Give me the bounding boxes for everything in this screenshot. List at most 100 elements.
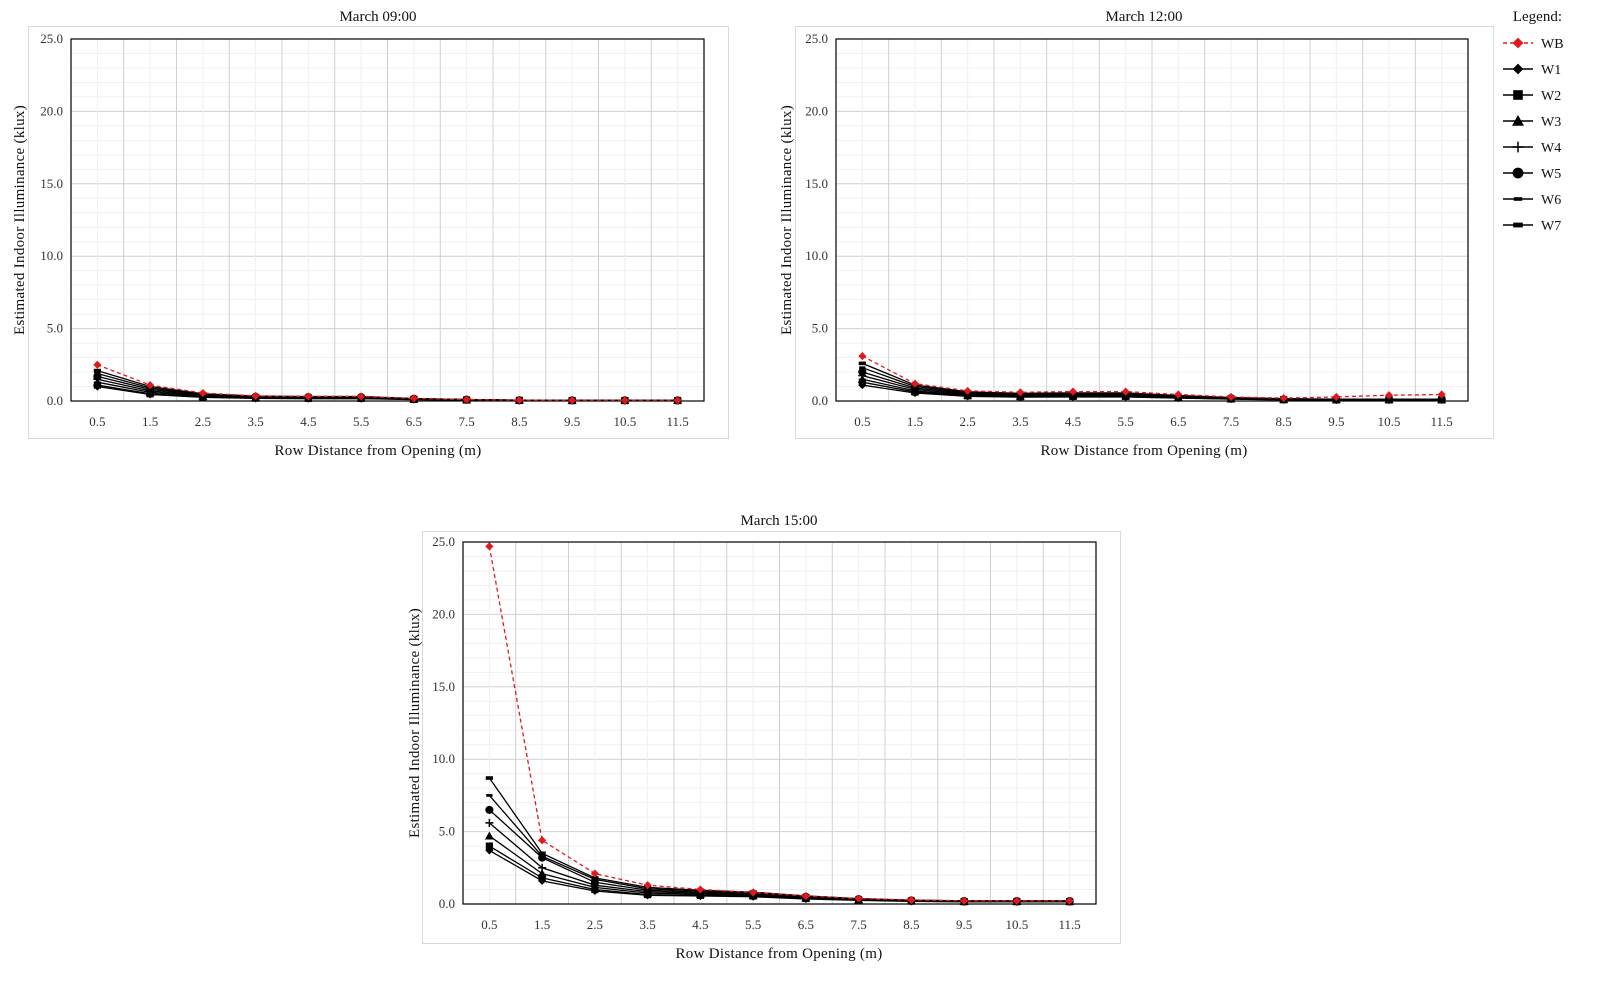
data-point	[854, 894, 863, 903]
x-tick-label: 3.5	[1012, 414, 1028, 429]
y-tick-label: 5.0	[812, 321, 828, 336]
y-tick-label: 25.0	[432, 534, 455, 549]
y-tick-label: 15.0	[432, 679, 455, 694]
data-point	[749, 888, 758, 897]
legend-label: W7	[1541, 219, 1561, 234]
data-point	[1065, 896, 1074, 905]
data-point	[1513, 197, 1523, 201]
legend-item-w4: W4	[1503, 141, 1561, 156]
data-point	[538, 851, 546, 856]
data-point	[251, 391, 260, 400]
data-point	[1279, 394, 1288, 403]
data-point	[1438, 397, 1446, 401]
legend-label: W2	[1541, 89, 1561, 104]
series-line	[97, 364, 678, 401]
x-tick-label: 11.5	[1431, 414, 1453, 429]
chart-title: March 09:00	[339, 9, 416, 25]
data-point	[1226, 392, 1236, 401]
x-tick-label: 7.5	[851, 917, 867, 932]
data-point	[1121, 387, 1130, 396]
chart-panel: 0.0 5.0 10.0 15.0 20.0 25.0 0.5 1.5 2.5 3.5 4.5 5.5…	[12, 9, 729, 459]
data-point	[93, 360, 102, 369]
x-tick-label: 9.5	[956, 917, 972, 932]
x-axis-title: Row Distance from Opening (m)	[676, 946, 883, 962]
y-axis-title: Estimated Indoor Illuminance (klux)	[12, 105, 28, 335]
data-point	[198, 388, 207, 398]
plot-area	[835, 38, 1469, 402]
legend-item-w6: W6	[1503, 193, 1561, 208]
x-axis-title: Row Distance from Opening (m)	[275, 443, 482, 459]
data-point	[859, 366, 866, 370]
data-point	[568, 396, 577, 405]
data-point	[620, 396, 629, 405]
legend-label: W4	[1541, 141, 1561, 156]
series-wb	[858, 352, 1446, 403]
x-tick-label: 7.5	[459, 414, 475, 429]
series-line	[862, 355, 1442, 399]
y-tick-label: 5.0	[439, 824, 455, 839]
data-point	[538, 874, 546, 882]
data-point	[960, 896, 969, 905]
y-tick-label: 0.0	[47, 393, 63, 408]
data-point	[485, 842, 493, 850]
x-tick-label: 1.5	[142, 414, 158, 429]
x-tick-label: 1.5	[534, 917, 550, 932]
data-point	[858, 361, 866, 366]
data-point	[485, 805, 494, 814]
y-tick-label: 15.0	[805, 176, 828, 191]
x-tick-label: 6.5	[1170, 414, 1186, 429]
chart-panel: 0.0 5.0 10.0 15.0 20.0 25.0 0.5 1.5 2.5 3.5 4.5 5.5…	[407, 513, 1121, 962]
chart-title: March 12:00	[1105, 9, 1182, 25]
y-tick-label: 25.0	[805, 31, 828, 46]
chart-frame	[28, 26, 729, 439]
data-point	[538, 863, 547, 872]
y-tick-label: 10.0	[432, 751, 455, 766]
data-point	[696, 885, 705, 894]
data-point	[1512, 141, 1524, 153]
data-point	[963, 386, 972, 395]
legend-title: Legend:	[1513, 9, 1562, 25]
data-point	[485, 818, 494, 827]
data-point	[643, 881, 652, 890]
x-tick-label: 7.5	[1223, 414, 1239, 429]
x-tick-label: 8.5	[511, 414, 527, 429]
data-point	[590, 869, 599, 878]
data-point	[304, 392, 313, 401]
data-point	[486, 794, 493, 797]
chart-title: March 15:00	[740, 513, 817, 529]
y-tick-label: 0.0	[812, 393, 828, 408]
data-point	[538, 854, 546, 858]
series-line	[862, 362, 1442, 400]
x-tick-label: 11.5	[1058, 917, 1080, 932]
y-tick-label: 25.0	[40, 31, 63, 46]
x-tick-label: 0.5	[481, 917, 497, 932]
plot-area	[70, 38, 705, 402]
x-tick-label: 8.5	[903, 917, 919, 932]
legend-item-w7: W7	[1503, 219, 1561, 234]
data-point	[591, 876, 599, 880]
data-point	[93, 368, 101, 373]
x-tick-label: 2.5	[960, 414, 976, 429]
x-tick-label: 6.5	[798, 917, 814, 932]
legend-label: W1	[1541, 63, 1561, 78]
legend-label: WB	[1541, 37, 1564, 52]
data-point	[1513, 222, 1523, 228]
y-tick-label: 20.0	[432, 606, 455, 621]
x-tick-label: 8.5	[1276, 414, 1292, 429]
x-tick-label: 5.5	[745, 917, 761, 932]
chart-frame	[795, 26, 1494, 439]
data-point	[1437, 390, 1446, 399]
y-tick-label: 10.0	[40, 248, 63, 263]
data-point	[1512, 115, 1524, 126]
x-tick-label: 2.5	[195, 414, 211, 429]
x-tick-label: 5.5	[353, 414, 369, 429]
y-tick-label: 0.0	[439, 896, 455, 911]
legend-label: W6	[1541, 193, 1561, 208]
x-tick-label: 3.5	[640, 917, 656, 932]
data-point	[1068, 387, 1078, 396]
y-tick-label: 20.0	[40, 103, 63, 118]
data-point	[484, 831, 494, 840]
data-point	[907, 895, 916, 904]
x-tick-label: 3.5	[248, 414, 264, 429]
